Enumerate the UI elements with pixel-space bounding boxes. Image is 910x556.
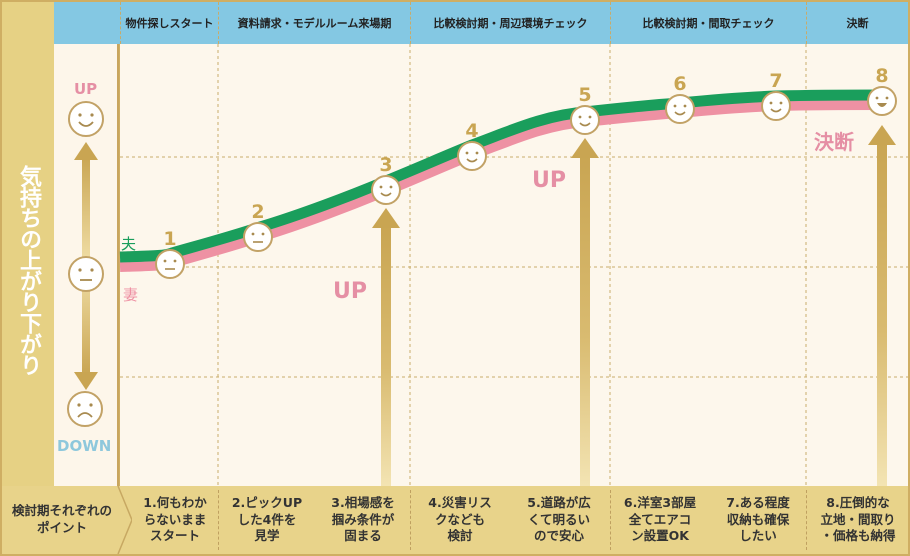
point-numbers: 1 2 3 4 5 6 7 8	[163, 65, 888, 250]
point-6: 6.洋室3部屋 全てエアコ ン設置OK	[623, 494, 697, 544]
svg-text:4: 4	[465, 120, 478, 142]
y-axis-up-label: UP	[74, 80, 98, 98]
point-4: 4.災害リス クなども 検討	[428, 494, 492, 544]
up-arrow-icon-3	[372, 208, 400, 486]
big-smile-mouth	[877, 103, 887, 107]
svg-text:7: 7	[769, 70, 782, 92]
y-axis-down-label: DOWN	[57, 437, 112, 455]
svg-text:3: 3	[379, 154, 392, 176]
svg-text:8: 8	[875, 65, 888, 87]
sad-face-icon	[67, 391, 103, 427]
annotations: UP UP 決断	[333, 130, 854, 304]
legend-wife: 妻	[123, 286, 138, 304]
svg-text:6: 6	[673, 73, 686, 95]
phase-header	[54, 2, 908, 44]
footer-divider	[610, 490, 611, 550]
y-axis-title: 気持ちの上がり下がり	[16, 165, 41, 375]
svg-text:決断: 決断	[814, 130, 854, 154]
footer-divider	[410, 490, 411, 550]
point-3: 3.相場感を 掴み条件が 固まる	[331, 494, 395, 544]
up-arrow-icon-5	[571, 138, 599, 486]
point-7: 7.ある程度 収納も確保 したい	[726, 494, 790, 544]
footer-label: 検討期それぞれの ポイント	[11, 503, 112, 535]
point-8: 8.圧倒的な 立地・間取り ・価格も納得	[820, 494, 896, 544]
point-5: 5.道路が広 くて明るい ので安心	[527, 494, 591, 544]
point-2: 2.ピックUP した4件を 見学	[231, 494, 303, 544]
svg-text:2: 2	[251, 201, 264, 223]
face-mouths	[165, 108, 782, 270]
up-arrow-icon-8	[868, 125, 896, 486]
phase-2: 資料請求・モデルルーム来場期	[218, 2, 410, 44]
phase-3: 比較検討期・周辺環境チェック	[410, 2, 610, 44]
point-1: 1.何もわか らないまま スタート	[143, 494, 207, 544]
y-axis-bar	[2, 2, 54, 486]
svg-text:UP: UP	[532, 168, 566, 193]
neutral-face-icon	[68, 256, 104, 292]
points-footer: 検討期それぞれの ポイント 1.何もわか らないまま スタート 2.ピックUP …	[2, 486, 908, 554]
svg-text:UP: UP	[333, 279, 367, 304]
footer-divider	[218, 490, 219, 550]
svg-text:1: 1	[163, 228, 176, 250]
phase-5: 決断	[806, 2, 908, 44]
husband-line	[119, 89, 883, 263]
face-eyes	[163, 96, 889, 263]
point-faces	[155, 86, 897, 279]
chevron-divider-icon	[117, 486, 132, 554]
footer-divider	[806, 490, 807, 550]
smile-face-icon	[68, 101, 104, 137]
phase-4: 比較検討期・間取チェック	[610, 2, 806, 44]
phase-1: 物件探しスタート	[120, 2, 218, 44]
legend-husband: 夫	[121, 235, 136, 253]
svg-text:5: 5	[578, 84, 591, 106]
